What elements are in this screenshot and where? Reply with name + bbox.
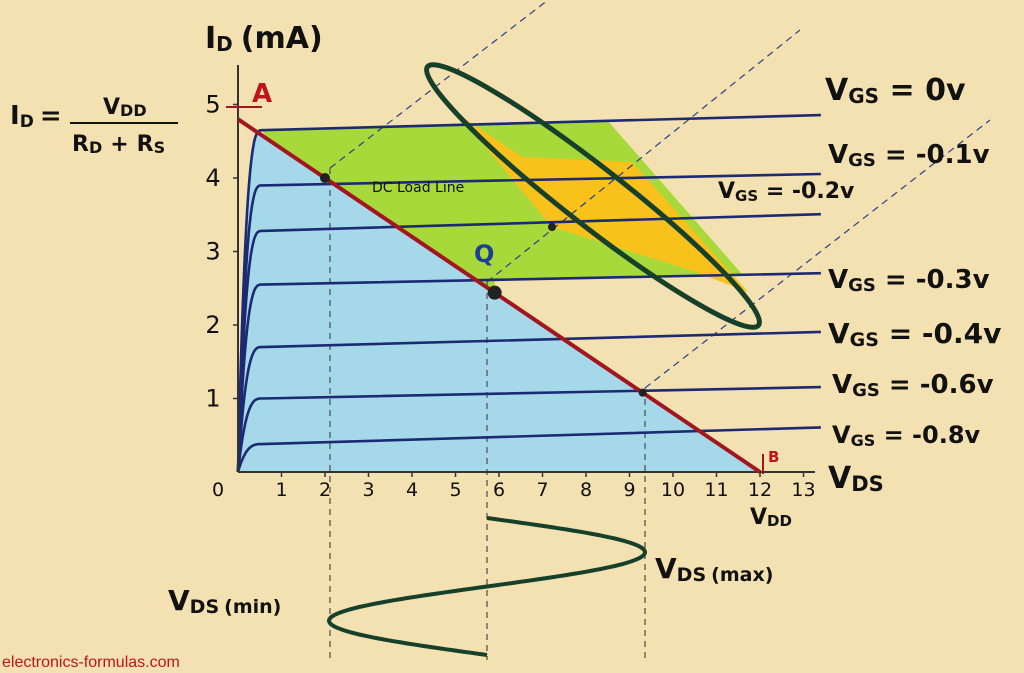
vgs-curve-3 <box>236 271 821 473</box>
y-tick-label: 3 <box>205 238 220 266</box>
vgs-label-5: VGS = -0.6v <box>832 370 994 401</box>
vgs-label-6: VGS = -0.8v <box>832 421 981 450</box>
x-tick-label: 4 <box>406 479 418 501</box>
q-point-label: Q <box>474 240 494 268</box>
vgs-label-2: VGS = -0.2v <box>718 179 855 205</box>
input-swing-region <box>458 114 748 292</box>
vgs-curve-5 <box>236 385 821 473</box>
x-tick-label: 13 <box>791 479 815 501</box>
point-b-label: B <box>768 448 779 466</box>
y-tick-label: 2 <box>205 311 220 339</box>
x-tick-label: 9 <box>623 479 635 501</box>
y-tick-label: 5 <box>205 91 220 119</box>
x-tick-label: 12 <box>748 479 772 501</box>
x-tick-label: 8 <box>580 479 592 501</box>
vds-min-label: VDS (min) <box>168 584 281 618</box>
x-tick-label: 1 <box>275 479 287 501</box>
x-tick-label: 0 <box>212 479 224 501</box>
vdd-axis-label: VDD <box>750 505 792 530</box>
vds-max-label: VDS (max) <box>655 552 773 586</box>
y-tick-label: 4 <box>205 164 220 192</box>
svg-text:VDD: VDD <box>103 95 147 120</box>
x-tick-label: 2 <box>319 479 331 501</box>
projection-dashed-line-2 <box>486 29 801 283</box>
y-axis-label: ID (mA) <box>205 21 323 56</box>
vgs-curve-2 <box>236 212 821 473</box>
x-tick-label: 6 <box>493 479 505 501</box>
input-ellipse <box>424 62 762 330</box>
vgs-label-3: VGS = -0.3v <box>828 265 990 296</box>
q-point-dot <box>487 285 502 300</box>
dc-load-line-label: DC Load Line <box>372 180 464 196</box>
point-a-label: A <box>252 79 272 109</box>
load-line-formula: ID = VDD RD + RS <box>10 95 178 157</box>
axis-tick-marks <box>233 103 805 477</box>
x-tick-label: 3 <box>362 479 374 501</box>
x-tick-labels: 0 1 2 3 4 5 6 7 8 9 10 11 12 13 <box>212 479 816 501</box>
site-credit: electronics-formulas.com <box>2 654 180 671</box>
characteristic-curves <box>236 113 821 473</box>
x-tick-label: 11 <box>704 479 728 501</box>
svg-text:RD+RS: RD + RS <box>72 132 165 157</box>
ellipse-intersection-dot <box>548 223 556 231</box>
svg-text:ID=: ID = <box>10 101 62 132</box>
vgs-label-4: VGS = -0.4v <box>828 317 1001 351</box>
x-tick-label: 7 <box>536 479 548 501</box>
vgs-curve-4 <box>236 330 821 473</box>
x-axis-label: VDS <box>828 461 884 496</box>
y-tick-label: 1 <box>205 385 220 413</box>
load-line-point-vds-max <box>638 388 647 397</box>
projection-dashed-line-1 <box>329 0 550 169</box>
vgs-labels: VGS = 0v VGS = -0.1v VGS = -0.2v VGS = -0.3… <box>718 73 1001 450</box>
x-tick-label: 5 <box>449 479 461 501</box>
vgs-label-0: VGS = 0v <box>825 73 966 108</box>
projection-dashed-line-3 <box>644 119 991 389</box>
vgs-label-1: VGS = -0.1v <box>828 140 990 171</box>
vds-output-waveform <box>326 516 648 657</box>
y-tick-labels: 1 2 3 4 5 <box>205 91 220 413</box>
vgs-curve-6 <box>236 426 821 473</box>
x-tick-label: 10 <box>661 479 685 501</box>
load-line-point-vds-min <box>320 173 330 183</box>
active-region <box>238 132 760 472</box>
